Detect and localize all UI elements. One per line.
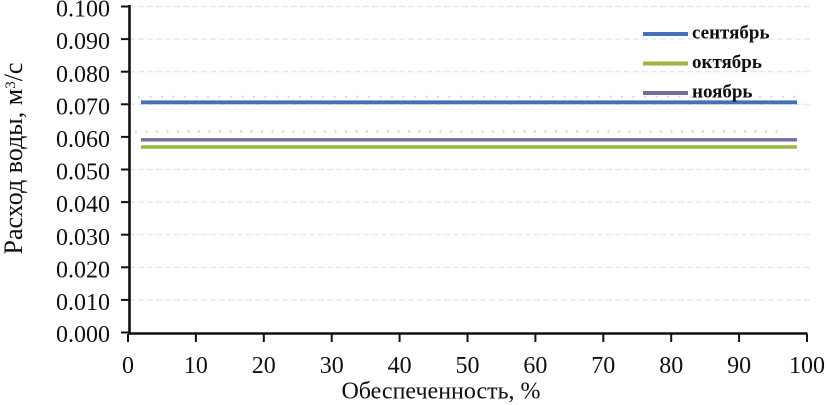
svg-text:0.090: 0.090 [56,29,110,55]
svg-text:0.040: 0.040 [56,192,110,218]
svg-text:октябрь: октябрь [692,52,762,73]
svg-text:10: 10 [184,353,208,379]
svg-text:0.050: 0.050 [56,160,110,186]
svg-text:80: 80 [659,353,683,379]
svg-text:0.070: 0.070 [56,94,110,120]
svg-text:ноябрь: ноябрь [692,82,752,103]
svg-text:70: 70 [591,353,615,379]
svg-text:Расход воды, м3/с: Расход воды, м3/с [0,63,28,255]
svg-text:0.060: 0.060 [56,127,110,153]
svg-text:40: 40 [388,353,412,379]
svg-text:0.010: 0.010 [56,290,110,316]
svg-text:20: 20 [252,353,276,379]
svg-text:100: 100 [789,353,825,379]
svg-text:90: 90 [727,353,751,379]
svg-text:0.000: 0.000 [56,322,110,348]
svg-text:60: 60 [523,353,547,379]
svg-text:0.030: 0.030 [56,225,110,251]
svg-text:50: 50 [456,353,480,379]
svg-text:сентябрь: сентябрь [692,23,770,44]
svg-text:0: 0 [122,353,134,379]
svg-text:0.080: 0.080 [56,62,110,88]
svg-text:0.020: 0.020 [56,257,110,283]
svg-text:30: 30 [320,353,344,379]
svg-text:0.100: 0.100 [56,0,110,23]
svg-text:Обеспеченность, %: Обеспеченность, % [341,379,540,405]
